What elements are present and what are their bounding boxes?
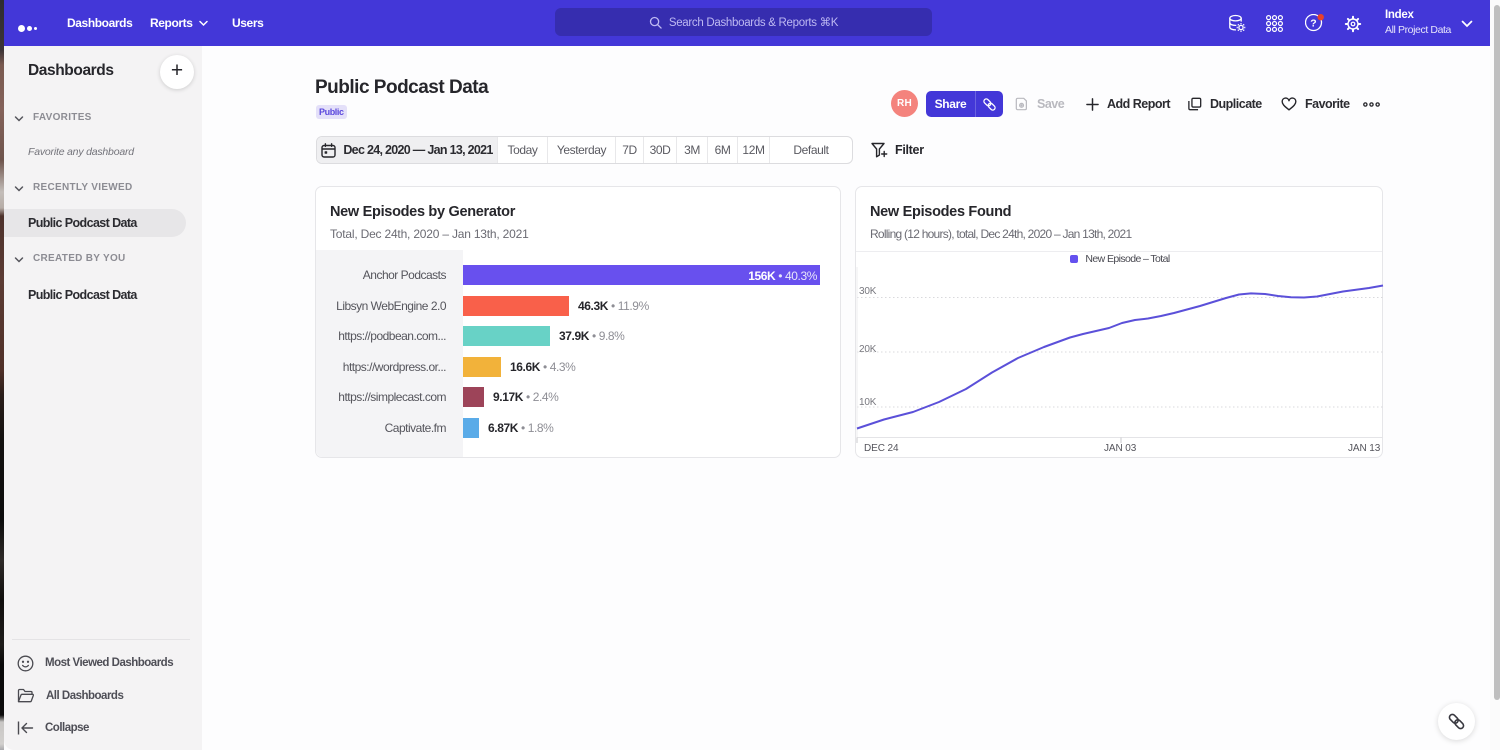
svg-text:?: ? <box>1310 18 1316 30</box>
